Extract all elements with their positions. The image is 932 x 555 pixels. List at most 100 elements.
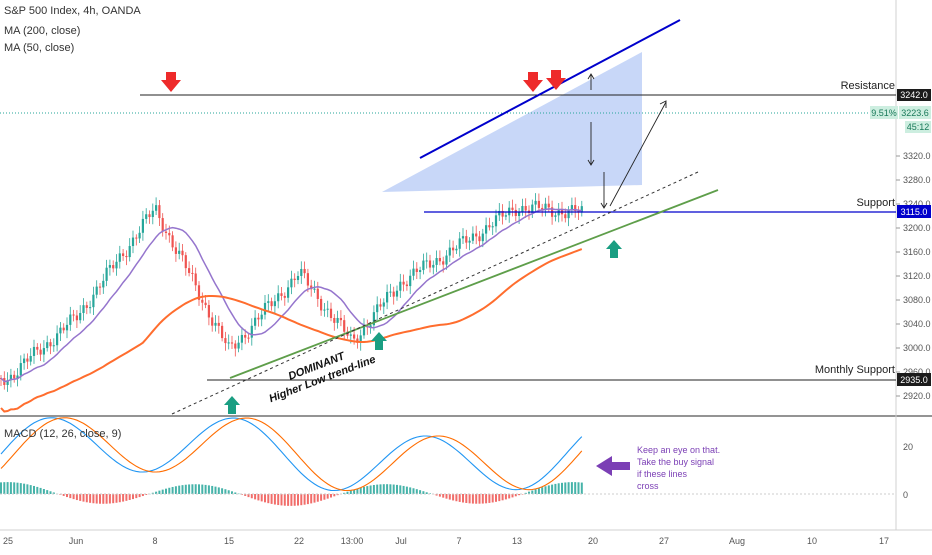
macd-histogram-bar xyxy=(33,485,35,494)
macd-histogram-bar xyxy=(376,484,379,494)
macd-histogram-bar xyxy=(234,492,237,494)
bear-candle xyxy=(402,281,405,285)
bear-candle xyxy=(171,235,174,248)
macd-histogram-bar xyxy=(389,484,392,494)
change-value: 9.51% xyxy=(871,108,897,118)
bull-candle xyxy=(263,302,267,315)
macd-histogram-bar xyxy=(224,489,227,494)
time-axis[interactable]: 25 Jun 8 15 22 13:00 Jul 7 13 20 27 Aug 10 17 xyxy=(3,536,889,546)
bear-candle xyxy=(181,250,184,256)
bull-candle xyxy=(455,248,458,251)
bull-candle xyxy=(89,307,92,309)
bear-candle xyxy=(194,273,197,286)
bear-candle xyxy=(465,236,468,243)
macd-histogram-bar xyxy=(23,483,26,494)
macd-histogram-bar xyxy=(534,489,537,494)
ma200-line xyxy=(0,248,583,413)
macd-histogram-bar xyxy=(108,494,111,504)
ma50-line xyxy=(0,208,582,383)
macd-histogram-bar xyxy=(135,494,138,499)
macd-histogram-bar xyxy=(485,494,488,504)
trendline-caption: DOMINANT Higher Low trend-line xyxy=(268,350,378,405)
macd-axis[interactable]: 20 0 xyxy=(903,442,913,500)
rally-arrow xyxy=(609,101,667,207)
bull-candle xyxy=(65,324,69,331)
bear-candle xyxy=(39,349,42,355)
resistance-tag-value: 3242.0 xyxy=(900,90,928,100)
bull-candle xyxy=(445,255,448,265)
macd-histogram-bar xyxy=(99,494,101,504)
bull-candle xyxy=(118,253,121,262)
time-tick-label: 13:00 xyxy=(341,536,364,546)
macd-histogram-bar xyxy=(412,488,415,494)
macd-histogram-bar xyxy=(455,494,458,502)
macd-histogram-bar xyxy=(369,485,372,494)
bull-candle xyxy=(145,214,148,219)
triangle-pattern xyxy=(382,52,642,192)
bull-candle xyxy=(79,313,82,321)
bull-candle xyxy=(95,286,98,295)
bull-candle xyxy=(32,346,36,356)
dashed-trendline xyxy=(171,171,699,415)
bull-candle xyxy=(277,293,280,302)
bull-candle xyxy=(362,326,366,336)
macd-histogram-bar xyxy=(247,494,250,498)
bull-candle xyxy=(458,238,461,249)
monthly-tag-value: 2935.0 xyxy=(900,375,928,385)
macd-histogram-bar xyxy=(574,482,577,494)
bear-candle xyxy=(204,302,207,306)
macd-histogram-bar xyxy=(537,488,540,494)
macd-histogram-bar xyxy=(227,490,230,494)
macd-histogram-bar xyxy=(419,490,422,494)
bull-candle xyxy=(260,314,263,320)
bear-candle xyxy=(244,334,247,338)
bear-candle xyxy=(541,207,544,210)
bull-candle xyxy=(237,342,240,349)
time-tick-label: Aug xyxy=(729,536,745,546)
bull-candle xyxy=(29,355,32,362)
bear-candle xyxy=(353,334,356,339)
macd-histogram-bar xyxy=(151,492,154,494)
moving-averages xyxy=(0,208,583,413)
macd-pane xyxy=(0,417,896,506)
macd-histogram-bar xyxy=(481,494,484,504)
bull-candle xyxy=(399,281,402,291)
time-tick-label: Jul xyxy=(395,536,407,546)
bull-candle xyxy=(448,247,451,256)
time-tick-label: 25 xyxy=(3,536,13,546)
bull-candle xyxy=(23,358,26,364)
price-tick-label: 3200.0 xyxy=(903,223,931,233)
bear-candle xyxy=(392,291,395,297)
macd-histogram-bar xyxy=(13,482,16,494)
macd-histogram-bar xyxy=(145,494,148,495)
time-tick-label: 20 xyxy=(588,536,598,546)
macd-histogram-bar xyxy=(273,494,276,505)
bull-candle xyxy=(432,264,435,268)
price-tick-label: 3160.0 xyxy=(903,247,931,257)
buy-arrows xyxy=(224,240,622,414)
bear-candle xyxy=(333,317,336,323)
price-axis[interactable]: 2920.0 2960.0 3000.0 3040.0 3080.0 3120.0 3160… xyxy=(896,151,931,401)
time-tick-label: 13 xyxy=(512,536,522,546)
macd-histogram-bar xyxy=(313,494,316,503)
change-tag xyxy=(870,106,898,119)
macd-histogram-bar xyxy=(62,494,65,496)
bull-candle xyxy=(141,218,144,233)
note-arrow-icon xyxy=(596,456,630,476)
bear-candle xyxy=(438,258,441,262)
macd-histogram-bar xyxy=(290,494,293,506)
time-tick-label: 22 xyxy=(294,536,304,546)
macd-histogram-bar xyxy=(372,484,375,494)
macd-histogram-bar xyxy=(217,487,220,494)
bull-candle xyxy=(336,317,339,323)
macd-histogram-bar xyxy=(508,494,511,499)
macd-histogram-bar xyxy=(577,482,580,494)
bull-candle xyxy=(376,304,379,313)
bear-candle xyxy=(26,358,29,362)
bull-candle xyxy=(300,268,303,276)
bear-candle xyxy=(488,225,491,228)
macd-histogram-bar xyxy=(105,494,108,504)
bull-candle xyxy=(580,206,583,213)
